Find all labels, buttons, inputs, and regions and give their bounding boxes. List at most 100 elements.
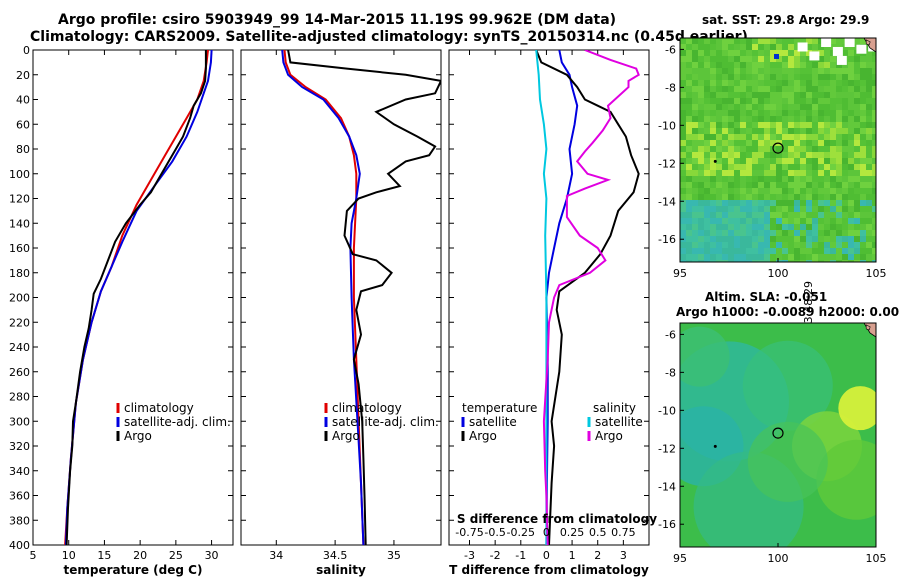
y-tick-label: 400	[9, 539, 30, 552]
legend-title-salinity: salinity	[593, 401, 636, 415]
series-line-s-satellite	[535, 50, 548, 545]
y-tick-label: 280	[9, 391, 30, 404]
title-line-1: Argo profile: csiro 5903949_99 14-Mar-20…	[58, 12, 617, 28]
series-group	[535, 50, 640, 545]
sla-anomaly	[747, 421, 828, 502]
y-tick-label: 320	[9, 440, 30, 453]
x-tick-label: 1	[569, 549, 576, 562]
island-dot	[713, 444, 717, 448]
top-tick-label: 0.25	[560, 526, 585, 539]
y-tick-label: -6	[665, 43, 676, 56]
x-tick-label: 30	[205, 549, 219, 562]
map-sla_map: 95 100 105 -6 -8 -10 -12 -14 -16	[658, 322, 887, 565]
x-tick-label: 34	[269, 549, 283, 562]
y-tick-label: 300	[9, 415, 30, 428]
x-tick-label: -2	[490, 549, 501, 562]
y-tick-label: -12	[658, 442, 676, 455]
top-tick-label: 0.5	[589, 526, 607, 539]
x-axis-label: temperature (deg C)	[64, 563, 203, 577]
x-axis-label: T difference from climatology	[449, 563, 649, 577]
y-tick-label: 60	[16, 118, 30, 131]
warm-pixel	[774, 53, 779, 59]
plot-frame	[32, 49, 234, 546]
y-tick-label: -6	[665, 328, 676, 341]
y-tick-label: 160	[9, 242, 30, 255]
top-tick-label: -0.25	[507, 526, 535, 539]
x-tick-label: -1	[515, 549, 526, 562]
plot-frame	[448, 49, 650, 546]
panel-salinity: 34 34.5 35 salinity climatologysatellite-adj…	[240, 49, 442, 577]
legend-label: Argo	[332, 429, 360, 443]
x-tick-label: 5	[30, 549, 37, 562]
y-tick-label: -16	[658, 518, 676, 531]
x-tick-label: 105	[866, 267, 887, 280]
series-line-argo	[287, 50, 441, 545]
x-tick-label: 3	[620, 549, 627, 562]
series-group	[64, 50, 213, 545]
x-tick-label: 100	[768, 552, 789, 565]
island	[865, 39, 871, 46]
x-tick-label: 10	[62, 549, 76, 562]
x-axis-label: salinity	[316, 563, 366, 577]
panel-difference: -3 -2 -1 0 1 2 3T difference from climatology -…	[448, 49, 657, 577]
x-tick-label: 95	[673, 552, 687, 565]
top-tick-label: 0	[543, 526, 550, 539]
title-line-2: Climatology: CARS2009. Satellite-adjuste…	[30, 29, 748, 45]
y-tick-label: 100	[9, 168, 30, 181]
sla-anomaly	[838, 386, 876, 431]
map-field	[680, 38, 876, 262]
sla-anomaly	[680, 326, 730, 387]
x-tick-label: 34.5	[323, 549, 348, 562]
legend-label: satellite	[469, 415, 517, 429]
argo-position-marker	[772, 142, 784, 154]
legend-label: satellite	[595, 415, 643, 429]
series-line-t-argo	[535, 50, 640, 545]
island-dot	[713, 159, 717, 163]
legend-label: climatology	[124, 401, 194, 415]
legend-label: Argo	[595, 429, 623, 443]
y-tick-label: 120	[9, 193, 30, 206]
sla-anomaly	[816, 439, 876, 520]
x-tick-label: 0	[543, 549, 550, 562]
series-line-satellite-adj-clim-	[281, 50, 365, 545]
y-tick-label: -14	[658, 195, 676, 208]
top-tick-label: 0.75	[611, 526, 636, 539]
x-tick-label: 35	[387, 549, 401, 562]
legend-label: climatology	[332, 401, 402, 415]
y-tick-label: 180	[9, 267, 30, 280]
series-line-s-argo	[542, 50, 640, 545]
x-tick-label: 100	[768, 267, 789, 280]
legend-label: satellite-adj. clim.	[332, 415, 439, 429]
sla-anomaly	[742, 340, 833, 431]
series-line-argo	[65, 50, 207, 545]
y-tick-label: -12	[658, 157, 676, 170]
top-axis-label: S difference from climatology	[457, 512, 657, 526]
y-tick-label: 220	[9, 316, 30, 329]
legend-label: satellite-adj. clim.	[124, 415, 231, 429]
y-tick-label: 240	[9, 341, 30, 354]
x-tick-label: 95	[673, 267, 687, 280]
sst-map-title: sat. SST: 29.8 Argo: 29.9	[702, 13, 870, 27]
series-group	[281, 50, 441, 545]
y-tick-label: -8	[665, 81, 676, 94]
map-field	[680, 323, 876, 547]
series-line-climatology	[283, 50, 365, 545]
x-tick-label: 2	[594, 549, 601, 562]
y-tick-label: -8	[665, 366, 676, 379]
y-tick-label: 20	[16, 69, 30, 82]
x-tick-label: 25	[169, 549, 183, 562]
x-tick-label: 15	[97, 549, 111, 562]
y-tick-label: -14	[658, 480, 676, 493]
island	[865, 324, 871, 331]
y-tick-label: 260	[9, 366, 30, 379]
y-tick-label: 0	[23, 44, 30, 57]
top-tick-label: -0.5	[484, 526, 505, 539]
y-tick-label: -10	[658, 119, 676, 132]
x-tick-label: -3	[464, 549, 475, 562]
sla-map-subtitle: Argo h1000: -0.0089 h2000: 0.0058	[676, 305, 900, 319]
y-tick-label: 380	[9, 514, 30, 527]
y-tick-label: 200	[9, 292, 30, 305]
top-tick-label: -0.75	[455, 526, 483, 539]
legend-label: Argo	[124, 429, 152, 443]
